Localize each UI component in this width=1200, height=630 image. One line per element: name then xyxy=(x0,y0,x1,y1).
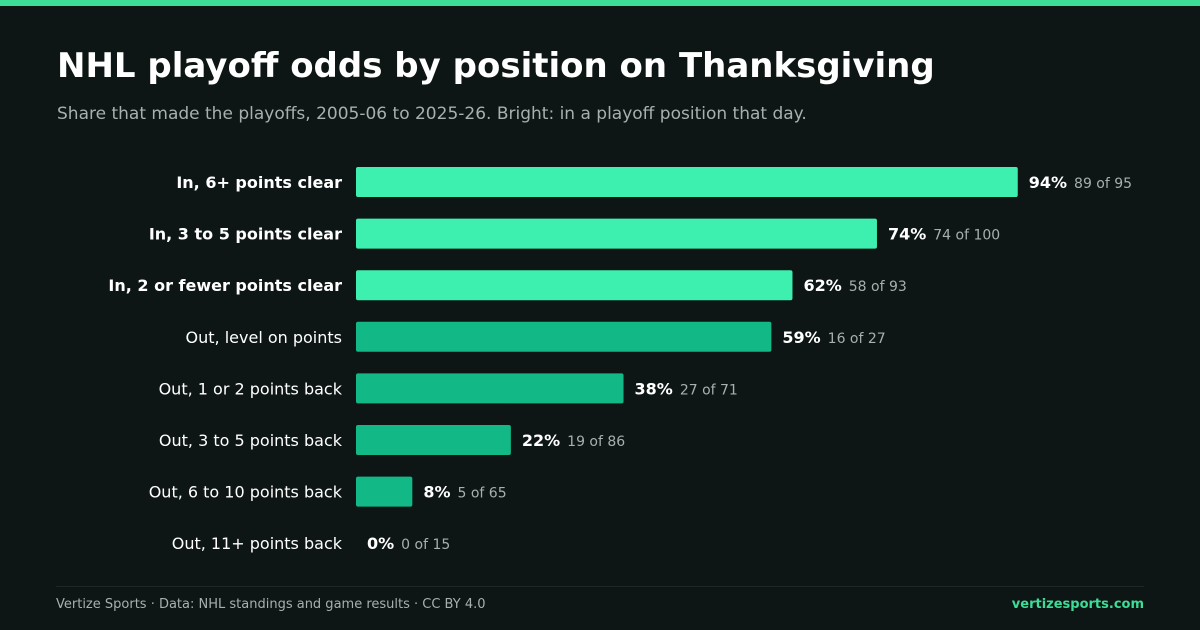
bar xyxy=(356,425,511,455)
count-label: 74 of 100 xyxy=(933,228,1000,244)
category-label: In, 2 or fewer points clear xyxy=(108,276,342,295)
value-label: 62% 58 of 93 xyxy=(803,276,906,295)
percent-label: 8% xyxy=(423,483,450,502)
value-label: 8% 5 of 65 xyxy=(423,483,506,502)
footer-site-link[interactable]: vertizesports.com xyxy=(1011,597,1144,612)
bar xyxy=(356,218,877,249)
category-label: Out, level on points xyxy=(186,328,342,347)
percent-label: 94% xyxy=(1029,173,1067,192)
count-label: 58 of 93 xyxy=(849,279,907,295)
count-label: 19 of 86 xyxy=(567,434,625,450)
chart-title: NHL playoff odds by position on Thanksgi… xyxy=(57,46,935,86)
value-label: 22% 19 of 86 xyxy=(522,431,625,450)
category-label: Out, 1 or 2 points back xyxy=(159,379,343,398)
bar xyxy=(356,373,624,404)
bar xyxy=(356,321,772,352)
percent-label: 59% xyxy=(782,328,820,347)
percent-label: 38% xyxy=(635,379,673,398)
percent-label: 0% xyxy=(367,534,394,553)
top-accent-bar xyxy=(0,0,1200,6)
category-label: Out, 3 to 5 points back xyxy=(159,431,343,450)
value-label: 74% 74 of 100 xyxy=(888,225,1000,244)
count-label: 5 of 65 xyxy=(457,486,506,502)
count-label: 27 of 71 xyxy=(680,382,738,398)
count-label: 89 of 95 xyxy=(1074,176,1132,192)
bar xyxy=(356,476,413,507)
category-label: Out, 6 to 10 points back xyxy=(149,483,343,502)
chart-subtitle: Share that made the playoffs, 2005-06 to… xyxy=(57,104,807,124)
category-label: In, 3 to 5 points clear xyxy=(149,225,342,244)
count-label: 0 of 15 xyxy=(401,537,450,553)
footer-divider xyxy=(56,586,1144,587)
value-label: 0% 0 of 15 xyxy=(367,534,450,553)
percent-label: 74% xyxy=(888,225,926,244)
bar xyxy=(356,270,793,301)
bar xyxy=(356,167,1018,197)
percent-label: 22% xyxy=(522,431,560,450)
value-label: 59% 16 of 27 xyxy=(782,328,885,347)
percent-label: 62% xyxy=(803,276,841,295)
footer-credit: Vertize Sports · Data: NHL standings and… xyxy=(56,597,486,612)
category-label: In, 6+ points clear xyxy=(176,173,342,192)
category-label: Out, 11+ points back xyxy=(172,534,343,553)
value-label: 38% 27 of 71 xyxy=(635,379,738,398)
value-label: 94% 89 of 95 xyxy=(1029,173,1132,192)
count-label: 16 of 27 xyxy=(828,331,886,347)
